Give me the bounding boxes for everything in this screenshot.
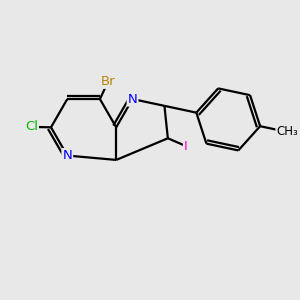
Text: Br: Br bbox=[101, 75, 116, 88]
Text: N: N bbox=[62, 149, 72, 162]
Text: CH₃: CH₃ bbox=[276, 125, 298, 139]
Text: I: I bbox=[184, 140, 188, 152]
Text: Cl: Cl bbox=[25, 120, 38, 134]
Text: N: N bbox=[128, 93, 137, 106]
